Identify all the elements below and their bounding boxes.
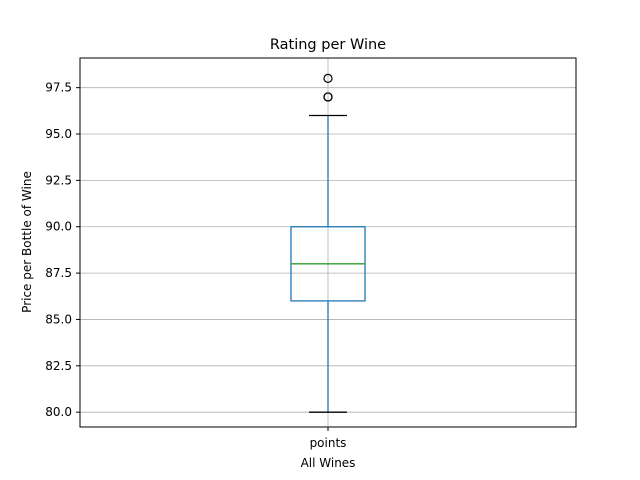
y-tick-label: 90.0: [45, 220, 72, 234]
x-axis-label: All Wines: [301, 456, 356, 470]
y-tick-label: 82.5: [45, 359, 72, 373]
y-tick-label: 97.5: [45, 81, 72, 95]
y-tick-label: 92.5: [45, 173, 72, 187]
y-tick-label: 95.0: [45, 127, 72, 141]
x-tick-label: points: [310, 436, 347, 450]
y-tick-label: 87.5: [45, 266, 72, 280]
plot-area: [290, 73, 366, 413]
y-tick-label: 85.0: [45, 312, 72, 326]
outlier-point: [323, 73, 333, 83]
y-axis-ticks: 80.0 82.5 85.0 87.5 90.0 92.5 95.0 97.5: [45, 81, 80, 419]
outlier-point: [323, 92, 333, 102]
y-axis-label: Price per Bottle of Wine: [20, 171, 34, 313]
y-tick-label: 80.0: [45, 405, 72, 419]
chart-title: Rating per Wine: [270, 37, 386, 53]
x-axis-ticks: points: [310, 427, 347, 450]
